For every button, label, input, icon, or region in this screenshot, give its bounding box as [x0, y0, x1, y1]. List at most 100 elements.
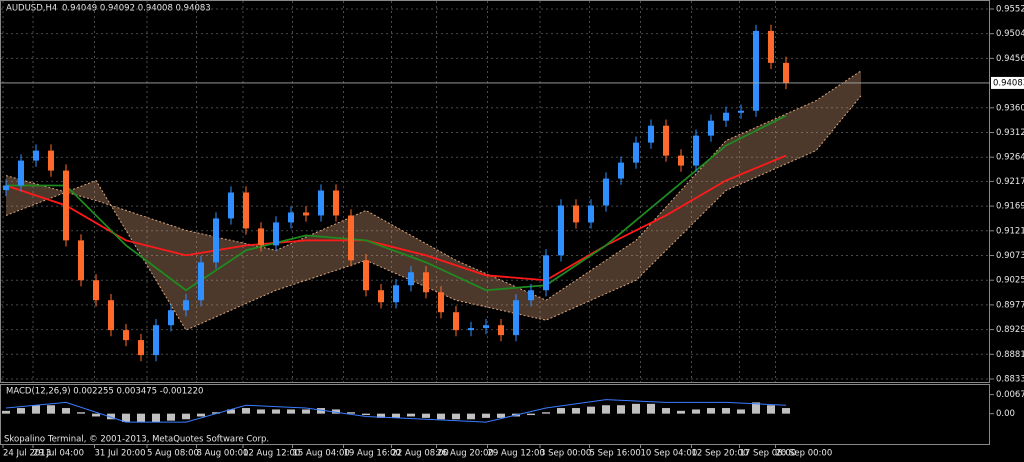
- x-tick-label: 15 Aug 04:00: [293, 449, 350, 459]
- macd-bar: [587, 406, 595, 414]
- candle-body: [138, 340, 144, 356]
- x-tick-label: 8 Aug 00:00: [197, 449, 249, 459]
- macd-bar: [227, 409, 235, 414]
- macd-bar: [602, 405, 610, 414]
- y-tick-label: 0.88330: [996, 375, 1024, 385]
- x-tick-label: 10 Sep 04:00: [641, 449, 698, 459]
- macd-bar: [107, 413, 115, 420]
- x-tick-label: 22 Aug 08:00: [392, 449, 449, 459]
- price-label-box: [991, 76, 1024, 89]
- macd-bar: [482, 413, 490, 418]
- x-tick-label: 20 Sep 00:00: [776, 449, 833, 459]
- footer: Skopalino Terminal, © 2001-2013, MetaQuo…: [4, 435, 269, 445]
- x-tick-label: 29 Jul 04:00: [33, 449, 84, 459]
- x-tick-label: 5 Aug 08:00: [147, 449, 199, 459]
- candle-body: [648, 125, 654, 143]
- candle-body: [33, 150, 39, 161]
- macd-title: MACD(12,26,9) 0.002255 0.003475 -0.00122…: [6, 387, 203, 397]
- candle-body: [258, 228, 264, 246]
- candle-body: [243, 192, 249, 229]
- macd-bar: [572, 408, 580, 414]
- macd-bar: [677, 410, 685, 414]
- macd-bar: [242, 408, 250, 414]
- candle-body: [93, 280, 99, 301]
- macd-bar: [32, 405, 40, 414]
- cloud-span-a: [5, 70, 862, 301]
- macd-bar: [707, 408, 715, 414]
- macd-bar: [542, 412, 550, 414]
- candle-body: [783, 62, 789, 83]
- x-tick-label: 5 Sep 16:00: [590, 449, 641, 459]
- macd-bar: [122, 413, 130, 423]
- macd-bar: [62, 408, 70, 414]
- candle-body: [303, 212, 309, 216]
- candle-body: [228, 192, 234, 219]
- x-tick-label: 3 Sep 00:00: [540, 449, 591, 459]
- candle-body: [573, 205, 579, 223]
- x-tick-label: 12 Aug 12:00: [243, 449, 300, 459]
- candle-body: [78, 240, 84, 281]
- candle-body: [693, 135, 699, 166]
- macd-frame: [0, 384, 990, 445]
- candle-body: [738, 110, 744, 113]
- macd-tick-label: 0.006774: [996, 390, 1024, 400]
- candle-body: [543, 255, 549, 291]
- macd-bar: [137, 413, 145, 423]
- x-tick-label: 24 Jul 2013: [3, 449, 51, 459]
- cloud-fill: [6, 70, 861, 331]
- macd-bar: [422, 413, 430, 418]
- price-label: 0.94083: [993, 78, 1024, 88]
- candle-body: [453, 312, 459, 331]
- candle-body: [123, 330, 129, 341]
- x-tick-label: 17 Sep 08:00: [740, 449, 797, 459]
- macd-bar: [662, 408, 670, 414]
- macd-bar: [452, 413, 460, 420]
- candle-body: [108, 300, 114, 331]
- macd-bar: [632, 403, 640, 414]
- macd-bar: [182, 413, 190, 420]
- macd-bar: [527, 413, 535, 416]
- x-tick-label: 19 Aug 16:00: [344, 449, 401, 459]
- macd-bar: [77, 412, 85, 414]
- candle-body: [48, 150, 54, 171]
- candle-body: [408, 272, 414, 286]
- macd-bar: [272, 409, 280, 414]
- macd-bar: [782, 408, 790, 414]
- candle-body: [513, 300, 519, 336]
- macd-bar: [92, 413, 100, 417]
- macd-bar: [257, 409, 265, 414]
- x-tick-label: 31 Jul 20:00: [95, 449, 146, 459]
- candle-body: [768, 30, 774, 63]
- candle-body: [288, 212, 294, 223]
- candle-body: [588, 205, 594, 223]
- candle-body: [438, 292, 444, 313]
- macd-bar: [692, 409, 700, 414]
- candle-body: [393, 285, 399, 303]
- macd-bar: [722, 408, 730, 414]
- candle-body: [3, 185, 9, 191]
- candle-body: [708, 120, 714, 136]
- candle-body: [63, 170, 69, 241]
- cloud-span-b: [5, 95, 862, 331]
- macd-bar: [212, 412, 220, 414]
- macd-tick-label: 0.00: [996, 409, 1015, 419]
- candle-body: [168, 310, 174, 326]
- macd-bar: [317, 408, 325, 414]
- candle-body: [483, 325, 489, 329]
- candle-body: [618, 162, 624, 179]
- candle-body: [633, 142, 639, 163]
- moving-average: [5, 154, 787, 282]
- candle-body: [18, 160, 24, 186]
- macd-bar: [407, 413, 415, 417]
- macd-bar: [17, 408, 25, 414]
- macd-bar: [347, 412, 355, 414]
- macd-bar: [47, 405, 55, 414]
- macd-bar: [332, 409, 340, 414]
- candle-body: [213, 218, 219, 263]
